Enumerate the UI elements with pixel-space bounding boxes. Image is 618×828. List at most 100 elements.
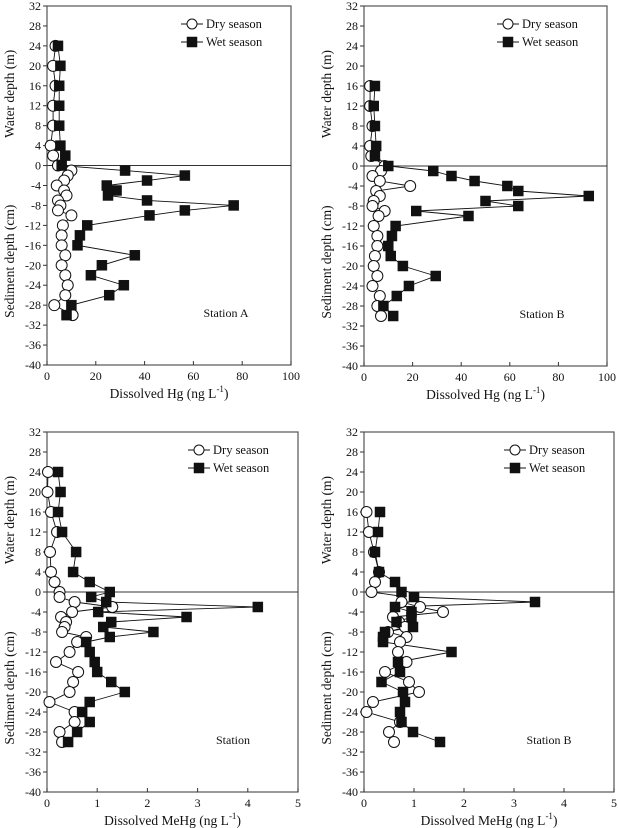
data-point-wet xyxy=(386,230,398,242)
y-tick-label: 16 xyxy=(29,79,41,93)
data-point-dry xyxy=(371,230,384,242)
y-tick-label: 0 xyxy=(35,159,41,173)
data-point-wet xyxy=(390,220,401,232)
legend-wet-marker xyxy=(193,462,205,474)
data-point-wet xyxy=(144,210,155,221)
x-tick-label: 40 xyxy=(455,370,467,384)
data-point-dry xyxy=(373,175,386,187)
y-tick-label: -24 xyxy=(25,705,41,719)
y-axis-title-sediment-depth: Sediment depth (cm) xyxy=(2,631,17,744)
legend: Dry season Wet season xyxy=(188,443,270,475)
data-point-dry xyxy=(383,726,395,738)
x-tick-label: 5 xyxy=(611,796,617,810)
data-point-dry xyxy=(48,299,61,312)
data-point-wet xyxy=(397,686,409,698)
data-point-wet xyxy=(141,195,153,206)
x-tick-label: 60 xyxy=(187,369,199,383)
data-point-wet xyxy=(369,80,381,92)
data-point-wet xyxy=(408,591,420,603)
data-point-dry xyxy=(59,249,72,262)
y-tick-label: -8 xyxy=(348,625,358,639)
data-point-wet xyxy=(396,716,407,728)
data-point-wet xyxy=(84,716,95,728)
data-point-dry xyxy=(55,239,68,252)
y-tick-label: 32 xyxy=(346,0,358,13)
data-point-wet xyxy=(91,666,103,678)
y-tick-label: -12 xyxy=(342,645,358,659)
y-tick-label: 4 xyxy=(352,565,358,579)
chart-panel-bottom-left: 322824201612840-4-8-12-16-20-24-28-32-36… xyxy=(2,425,301,828)
x-axis-title-superscript: -1 xyxy=(229,811,237,821)
x-tick-label: 80 xyxy=(236,369,248,383)
data-point-dry xyxy=(367,220,380,232)
y-tick-label: -12 xyxy=(25,218,41,232)
x-axis-title: Dissolved Hg (ng L-1) xyxy=(110,384,229,401)
legend-dry-marker xyxy=(186,18,198,30)
data-point-wet xyxy=(53,120,65,131)
data-point-dry xyxy=(44,546,57,558)
data-point-dry xyxy=(65,209,78,222)
data-point-wet xyxy=(56,526,68,538)
data-point-wet xyxy=(383,160,394,172)
data-point-wet xyxy=(252,601,264,613)
data-point-wet xyxy=(129,250,141,261)
data-point-wet xyxy=(71,726,83,738)
y-tick-label: 24 xyxy=(346,39,358,53)
data-point-dry xyxy=(392,646,404,658)
x-tick-label: 2 xyxy=(461,796,467,810)
data-point-dry xyxy=(375,310,388,322)
y-tick-label: -8 xyxy=(348,199,358,213)
y-tick-label: 28 xyxy=(346,445,358,459)
station-label: Station xyxy=(216,733,250,747)
data-point-wet xyxy=(469,175,480,187)
data-point-dry xyxy=(42,466,55,478)
data-point-wet xyxy=(181,611,192,623)
data-point-wet xyxy=(55,486,66,498)
data-point-wet xyxy=(80,636,92,648)
y-tick-label: 8 xyxy=(352,545,358,559)
data-point-dry xyxy=(368,250,381,262)
y-tick-label: 32 xyxy=(29,0,41,13)
y-tick-label: 32 xyxy=(346,425,358,439)
data-point-wet xyxy=(394,706,406,718)
y-tick-label: -40 xyxy=(342,359,358,373)
data-point-wet xyxy=(55,140,66,151)
data-point-wet xyxy=(502,180,513,192)
y-tick-label: 0 xyxy=(35,585,41,599)
data-point-wet xyxy=(74,230,86,241)
data-point-wet xyxy=(53,100,65,111)
x-tick-label: 100 xyxy=(282,369,300,383)
legend-wet-marker xyxy=(502,36,514,48)
x-tick-label: 0 xyxy=(361,370,367,384)
data-point-wet xyxy=(369,120,381,132)
data-point-wet xyxy=(85,270,97,281)
x-tick-label: 0 xyxy=(44,796,50,810)
data-point-dry xyxy=(366,200,379,212)
y-tick-label: -20 xyxy=(342,685,358,699)
data-point-wet xyxy=(391,616,402,628)
y-tick-label: 8 xyxy=(35,119,41,133)
data-point-wet xyxy=(179,205,191,216)
station-label: Station B xyxy=(519,307,564,321)
y-tick-label: 12 xyxy=(29,525,41,539)
data-point-wet xyxy=(446,646,457,658)
data-point-wet xyxy=(84,646,95,658)
y-tick-label: 8 xyxy=(352,119,358,133)
data-point-wet xyxy=(84,696,95,708)
data-point-wet xyxy=(61,309,72,321)
data-point-wet xyxy=(513,185,524,197)
data-point-dry xyxy=(55,259,68,272)
data-point-wet xyxy=(119,165,131,176)
series-line-wet xyxy=(57,45,234,316)
y-tick-label: 20 xyxy=(29,485,41,499)
data-point-wet xyxy=(53,80,65,92)
data-point-wet xyxy=(104,586,115,598)
legend-wet-label: Wet season xyxy=(213,461,270,475)
data-point-wet xyxy=(106,676,117,688)
data-point-wet xyxy=(377,636,389,648)
data-point-wet xyxy=(55,60,66,72)
data-point-wet xyxy=(396,586,407,598)
legend-wet-label: Wet season xyxy=(206,35,263,49)
data-point-dry xyxy=(59,269,72,282)
data-point-wet xyxy=(378,300,389,312)
